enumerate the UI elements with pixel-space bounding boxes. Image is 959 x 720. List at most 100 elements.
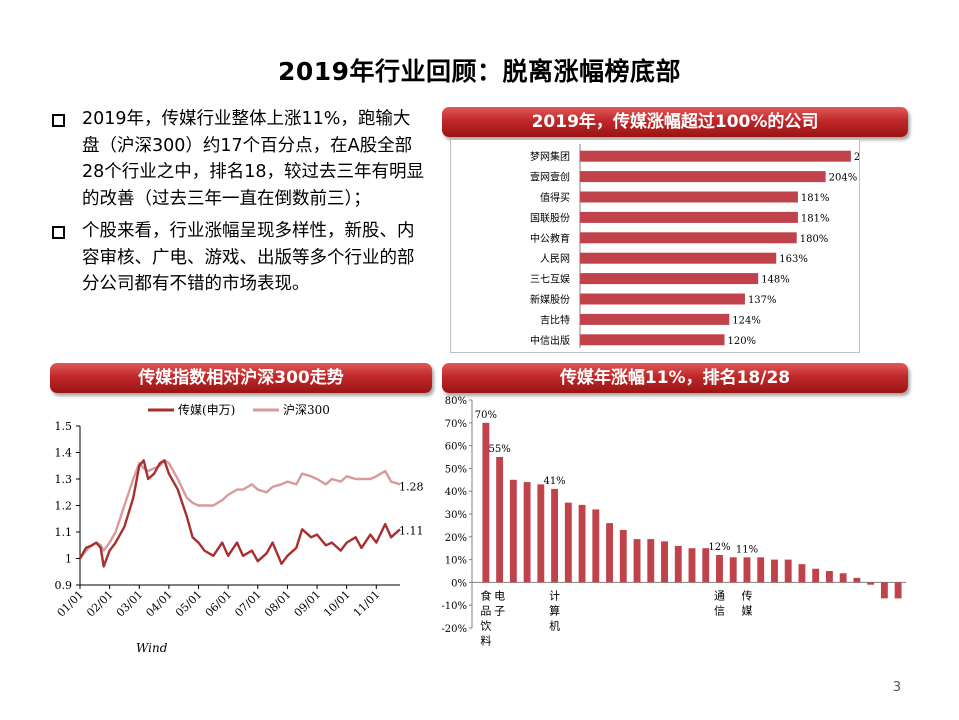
page-number: 3 bbox=[892, 680, 901, 695]
bar bbox=[496, 457, 504, 583]
category-label: 梦网集团 bbox=[530, 150, 570, 163]
data-label: 12% bbox=[708, 542, 730, 553]
y-tick-label: -10% bbox=[441, 601, 467, 612]
bar bbox=[564, 502, 572, 583]
category-label: 机 bbox=[549, 618, 560, 632]
bar bbox=[853, 577, 861, 583]
category-label: 中公教育 bbox=[530, 232, 570, 245]
top-chart-panel: 梦网集团 225% 壹网壹创 204% 值得买 181% 国联股份 181% 中公教育 180% 人… bbox=[450, 139, 882, 353]
x-tick-label: 02/01 bbox=[84, 588, 116, 620]
industry-returns-bar-chart: -20% -10% 0% 10% 20% 30% 40% 50% 60% 70% 80% 70% 55%… bbox=[441, 396, 906, 647]
x-tick-label: 01/01 bbox=[55, 588, 87, 620]
category-label: 信 bbox=[714, 604, 725, 617]
bar bbox=[757, 557, 765, 583]
bar bbox=[688, 548, 696, 583]
y-tick-label: 1.2 bbox=[55, 500, 73, 513]
bar bbox=[580, 171, 826, 183]
media-vs-hs300-line-chart: 0.911.11.21.31.41.501/0102/0103/0104/010… bbox=[55, 402, 424, 655]
data-label: 55% bbox=[488, 444, 510, 455]
bar bbox=[509, 479, 517, 583]
category-label: 子 bbox=[494, 604, 505, 617]
bullet-item: 2019年，传媒行业整体上涨11%，跑输大盘（沪深300）约17个百分点，在A股… bbox=[52, 106, 427, 212]
bar bbox=[580, 211, 798, 223]
bar bbox=[537, 484, 545, 583]
data-label: 11% bbox=[736, 544, 758, 555]
data-label: 225% bbox=[854, 152, 859, 163]
y-tick-label: 0.9 bbox=[55, 579, 73, 592]
top-right-banner: 2019年，传媒涨幅超过100%的公司 bbox=[442, 107, 908, 137]
series-end-label: 1.28 bbox=[399, 480, 424, 493]
category-label: 通 bbox=[714, 589, 725, 602]
bullet-text: 个股来看，行业涨幅呈现多样性，新股、内容审核、广电、游戏、出版等多个行业的部分公… bbox=[82, 221, 415, 294]
category-label: 食 bbox=[480, 588, 491, 602]
category-label: 算 bbox=[549, 603, 560, 617]
data-label: 124% bbox=[732, 315, 761, 326]
data-label: 163% bbox=[779, 254, 808, 265]
x-tick-label: 04/01 bbox=[143, 588, 175, 620]
category-label: 国联股份 bbox=[530, 212, 570, 224]
bar bbox=[580, 313, 730, 325]
series-end-label: 1.11 bbox=[399, 524, 424, 537]
data-label: 70% bbox=[475, 410, 497, 421]
bullet-list: 2019年，传媒行业整体上涨11%，跑输大盘（沪深300）约17个百分点，在A股… bbox=[52, 106, 427, 304]
y-tick-label: 40% bbox=[445, 487, 467, 498]
x-tick-label: 09/01 bbox=[292, 588, 324, 620]
bar bbox=[880, 582, 888, 599]
bar bbox=[825, 571, 833, 583]
category-label: 中信出版 bbox=[530, 334, 570, 347]
x-tick-label: 08/01 bbox=[262, 588, 294, 620]
bar bbox=[729, 557, 737, 583]
data-label: 181% bbox=[801, 213, 830, 224]
x-tick-label: 11/01 bbox=[351, 588, 383, 620]
bar bbox=[771, 559, 778, 583]
bar bbox=[606, 523, 613, 583]
x-tick-label: 10/01 bbox=[321, 588, 353, 620]
category-label: 新媒股份 bbox=[530, 293, 570, 306]
y-tick-label: 10% bbox=[445, 556, 467, 567]
data-label: 204% bbox=[829, 173, 858, 184]
bar bbox=[580, 232, 797, 244]
legend-label: 传媒(申万) bbox=[178, 402, 235, 417]
category-label: 值得买 bbox=[540, 191, 570, 204]
bar bbox=[716, 555, 723, 583]
growth-companies-bar-chart: 梦网集团 225% 壹网壹创 204% 值得买 181% 国联股份 181% 中公教育 180% 人… bbox=[530, 144, 882, 348]
y-tick-label: 60% bbox=[445, 442, 467, 453]
category-label: 料 bbox=[480, 633, 491, 647]
x-tick-label: 05/01 bbox=[173, 588, 205, 620]
data-label: 120% bbox=[727, 336, 756, 347]
bar bbox=[702, 548, 710, 583]
series-line bbox=[78, 459, 401, 568]
page-title: 2019年行业回顾：脱离涨幅榜底部 bbox=[277, 57, 682, 86]
source-label: Wind bbox=[136, 641, 168, 655]
bar bbox=[580, 273, 759, 285]
y-tick-label: 1.5 bbox=[55, 420, 73, 433]
bar bbox=[551, 488, 559, 583]
data-label: 180% bbox=[800, 234, 829, 245]
bullet-square-icon bbox=[52, 226, 65, 239]
bullet-text: 2019年，传媒行业整体上涨11%，跑输大盘（沪深300）约17个百分点，在A股… bbox=[82, 109, 425, 209]
y-tick-label: 0% bbox=[451, 578, 467, 589]
y-tick-label: 1.4 bbox=[55, 447, 73, 460]
bottom-left-banner: 传媒指数相对沪深300走势 bbox=[50, 363, 432, 393]
data-label: 181% bbox=[801, 193, 830, 204]
bar bbox=[580, 334, 725, 346]
y-tick-label: 50% bbox=[445, 464, 467, 475]
bar bbox=[867, 582, 875, 585]
y-tick-label: -20% bbox=[441, 624, 467, 635]
data-label: 41% bbox=[543, 476, 565, 487]
bar bbox=[784, 559, 792, 583]
category-label: 传 bbox=[741, 589, 752, 602]
bar bbox=[661, 541, 668, 583]
legend-label: 沪深300 bbox=[283, 403, 330, 417]
category-label: 人民网 bbox=[540, 253, 570, 265]
x-tick-label: 06/01 bbox=[203, 588, 235, 620]
y-tick-label: 70% bbox=[445, 419, 467, 430]
bar bbox=[812, 568, 820, 583]
bar bbox=[578, 504, 586, 583]
x-tick-label: 07/01 bbox=[232, 588, 264, 620]
bar bbox=[743, 557, 751, 583]
bar bbox=[647, 539, 655, 583]
data-label: 148% bbox=[761, 275, 790, 286]
y-tick-label: 80% bbox=[445, 396, 467, 407]
category-label: 饮 bbox=[480, 619, 491, 632]
